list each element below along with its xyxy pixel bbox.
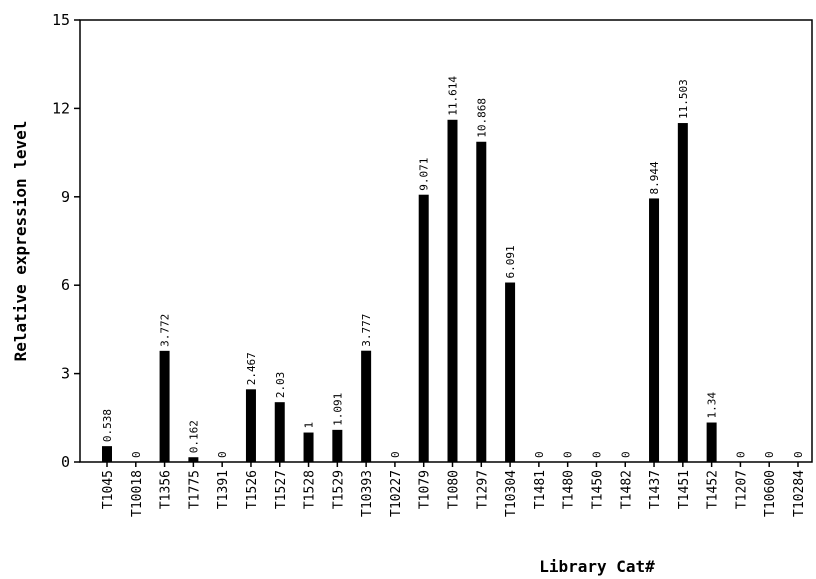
value-label: 8.944 — [648, 161, 661, 194]
x-tick-label: T10600 — [763, 470, 778, 517]
x-tick-label: T1526 — [245, 470, 260, 509]
x-tick-label: T1481 — [533, 470, 548, 509]
x-tick-label: T1452 — [706, 470, 721, 509]
y-tick-label: 9 — [61, 188, 70, 206]
value-label: 1.34 — [706, 392, 719, 419]
value-label: 3.777 — [360, 314, 373, 347]
x-tick-label: T1775 — [187, 470, 202, 509]
x-tick-label: T1437 — [648, 470, 663, 509]
x-tick-label: T1207 — [734, 470, 749, 509]
x-tick-label: T1528 — [303, 470, 318, 509]
x-tick-label: T1297 — [475, 470, 490, 509]
x-tick-label: T1480 — [562, 470, 577, 509]
value-label: 0 — [562, 451, 575, 458]
x-tick-label: T1529 — [331, 470, 346, 509]
x-tick-label: T10304 — [504, 470, 519, 517]
bar — [274, 402, 285, 462]
bar — [447, 119, 458, 462]
value-label: 0 — [389, 451, 402, 458]
value-label: 6.091 — [504, 245, 517, 278]
bar — [649, 198, 660, 462]
x-tick-label: T10018 — [130, 470, 145, 517]
bar — [476, 141, 487, 462]
plot-frame — [79, 19, 813, 463]
value-label: 0 — [216, 451, 229, 458]
value-label: 2.467 — [245, 352, 258, 385]
value-label: 11.614 — [447, 76, 460, 116]
x-tick-label: T1079 — [418, 470, 433, 509]
bar — [677, 123, 688, 463]
x-tick-label: T1356 — [159, 470, 174, 509]
bar — [332, 429, 343, 462]
bar — [245, 389, 256, 462]
bar — [505, 282, 516, 462]
x-tick-label: T10284 — [792, 470, 807, 517]
value-label: 0 — [130, 451, 143, 458]
value-label: 0.538 — [101, 409, 114, 442]
value-label: 9.071 — [418, 158, 431, 191]
y-tick-label: 12 — [52, 99, 70, 117]
value-label: 0 — [619, 451, 632, 458]
value-label: 0 — [590, 451, 603, 458]
value-label: 1 — [303, 422, 316, 429]
bar — [418, 194, 429, 462]
y-tick-label: 3 — [61, 365, 70, 383]
y-tick-label: 0 — [61, 453, 70, 471]
x-tick-label: T1045 — [101, 470, 116, 509]
bar — [188, 457, 199, 462]
x-tick-label: T1482 — [619, 470, 634, 509]
x-tick-label: T1450 — [590, 470, 605, 509]
x-axis-title: Library Cat# — [539, 557, 655, 576]
x-tick-label: T1527 — [274, 470, 289, 509]
y-tick-label: 15 — [52, 11, 70, 29]
bar — [303, 432, 314, 462]
value-label: 0 — [734, 451, 747, 458]
value-label: 1.091 — [331, 393, 344, 426]
value-label: 0.162 — [187, 420, 200, 453]
value-label: 11.503 — [677, 79, 690, 119]
value-label: 10.868 — [475, 98, 488, 138]
value-label: 0 — [792, 451, 805, 458]
bar — [361, 350, 372, 462]
x-tick-label: T1080 — [447, 470, 462, 509]
value-label: 2.03 — [274, 372, 287, 399]
value-label: 0 — [533, 451, 546, 458]
x-tick-label: T1391 — [216, 470, 231, 509]
value-label: 0 — [763, 451, 776, 458]
y-tick-label: 6 — [61, 276, 70, 294]
x-tick-label: T1451 — [677, 470, 692, 509]
y-axis-title: Relative expression level — [11, 121, 30, 362]
x-tick-label: T10393 — [360, 470, 375, 517]
x-tick-label: T10227 — [389, 470, 404, 517]
bar — [159, 350, 170, 462]
bar — [102, 446, 112, 462]
bar — [706, 422, 717, 462]
value-label: 3.772 — [159, 314, 172, 347]
